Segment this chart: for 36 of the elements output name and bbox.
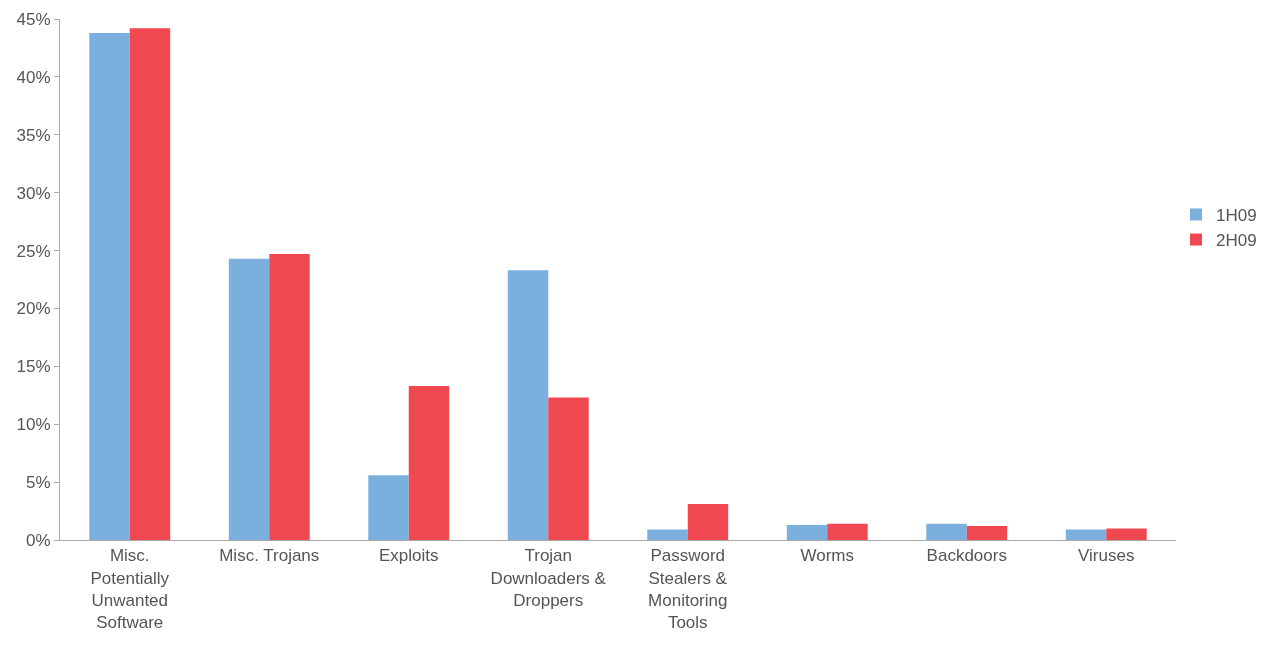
bar: [786, 524, 828, 540]
y-tick-label: 35%: [16, 125, 51, 145]
x-tick-label: Viruses: [1078, 546, 1135, 566]
y-tick-label: 45%: [16, 9, 51, 29]
x-tick-label: Misc. Potentially Unwanted Software: [90, 546, 170, 632]
bar: [926, 523, 967, 540]
y-tick-label: 25%: [16, 241, 51, 261]
bar: [647, 529, 688, 540]
bar: [269, 254, 310, 540]
bar: [966, 526, 1008, 540]
y-tick-label: 0%: [26, 530, 51, 550]
bar: [507, 270, 549, 540]
y-tick-label: 5%: [26, 473, 51, 493]
bar: [1106, 528, 1147, 540]
x-tick-label: Backdoors: [926, 546, 1007, 566]
bar: [368, 475, 409, 540]
bar: [827, 523, 868, 540]
bar: [687, 504, 729, 540]
x-tick-label: Exploits: [378, 546, 439, 566]
bar: [548, 397, 589, 540]
bar: [129, 28, 171, 540]
x-tick-label: Trojan Downloaders & Droppers: [490, 546, 607, 610]
x-tick-label: Misc. Trojans: [219, 546, 320, 566]
bar: [89, 32, 130, 540]
x-tick-label: Password Stealers & Monitoring Tools: [648, 546, 728, 632]
bar: [408, 386, 450, 540]
legend-label: 1H09: [1216, 206, 1257, 226]
y-tick-label: 20%: [16, 299, 51, 319]
y-tick-label: 10%: [16, 415, 51, 435]
y-tick-label: 15%: [16, 357, 51, 377]
y-tick-label: 30%: [16, 183, 51, 203]
bar: [1065, 529, 1107, 540]
y-tick-label: 40%: [16, 67, 51, 87]
legend-label: 2H09: [1216, 231, 1257, 251]
x-tick-label: Worms: [800, 546, 855, 566]
bar: [228, 258, 270, 540]
